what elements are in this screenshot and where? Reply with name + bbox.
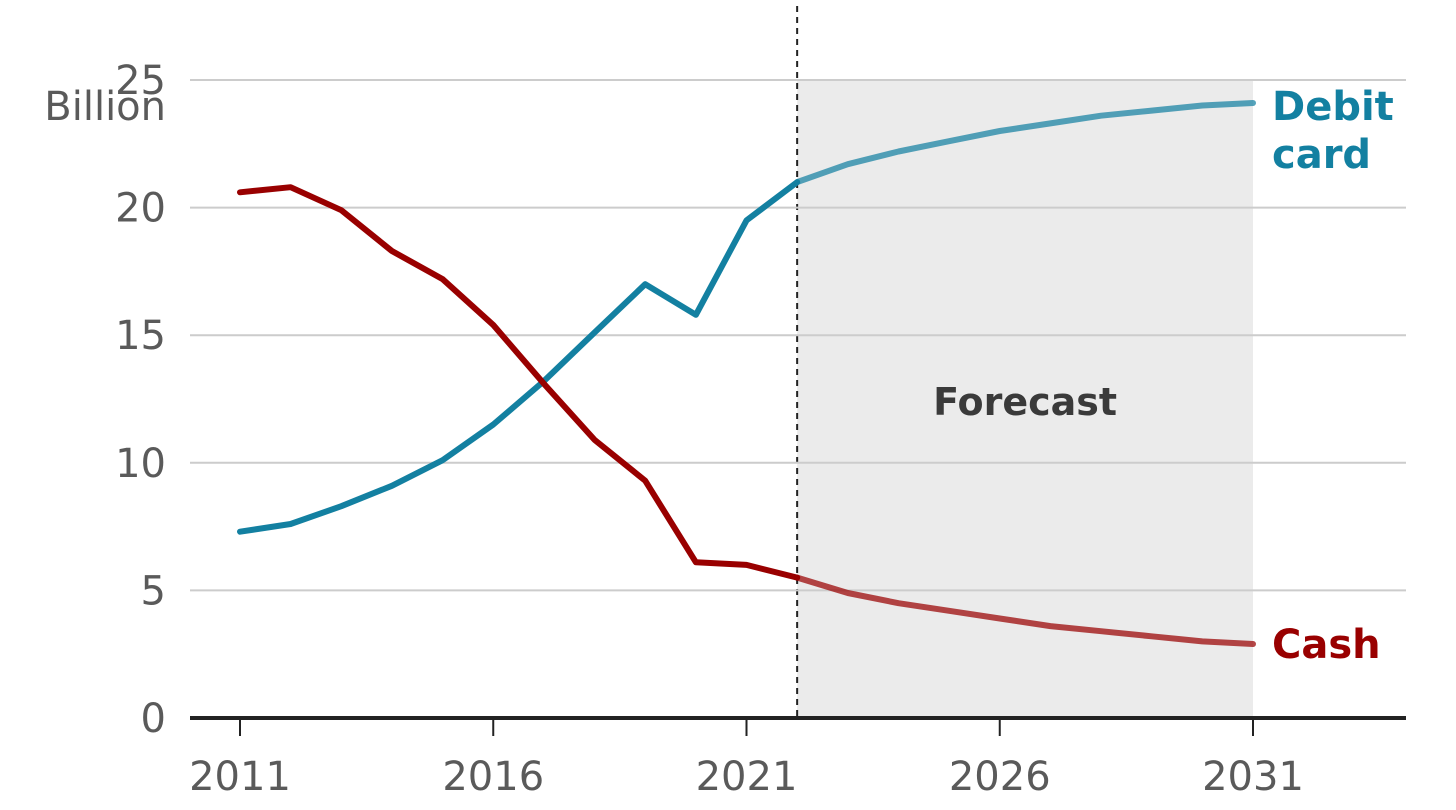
series-lines — [237, 100, 1256, 647]
y-tick-label: 5 — [141, 568, 166, 614]
y-tick-label: 0 — [141, 696, 166, 742]
x-tick-label: 2026 — [949, 754, 1051, 800]
series-forecast-line-1 — [794, 574, 1256, 647]
y-tick-label: 10 — [115, 441, 166, 487]
x-axis-ticks: 2011 2016 2021 2026 2031 — [189, 718, 1304, 800]
series-forecast-line-0 — [794, 100, 1256, 186]
series-line-0 — [237, 179, 801, 535]
x-tick-label: 2011 — [189, 754, 291, 800]
forecast-shade — [797, 80, 1253, 718]
y-tick-label: 20 — [115, 186, 166, 232]
x-tick-label: 2016 — [442, 754, 544, 800]
series-label-1: Cash — [1272, 622, 1381, 668]
y-axis-ticks: 0 5 10 15 20 25 — [115, 58, 166, 742]
forecast-region: Forecast — [796, 6, 1253, 718]
series-line-1 — [237, 184, 801, 581]
series-label-0: Debit card — [1272, 84, 1394, 178]
y-tick-label: 25 — [115, 58, 166, 104]
y-axis-label: Billion — [44, 84, 166, 130]
forecast-label: Forecast — [933, 380, 1117, 424]
series-labels: Debit card Cash — [1272, 84, 1394, 668]
x-tick-label: 2031 — [1202, 754, 1304, 800]
y-tick-label: 15 — [115, 313, 166, 359]
x-tick-label: 2021 — [696, 754, 798, 800]
gridlines — [190, 79, 1406, 720]
